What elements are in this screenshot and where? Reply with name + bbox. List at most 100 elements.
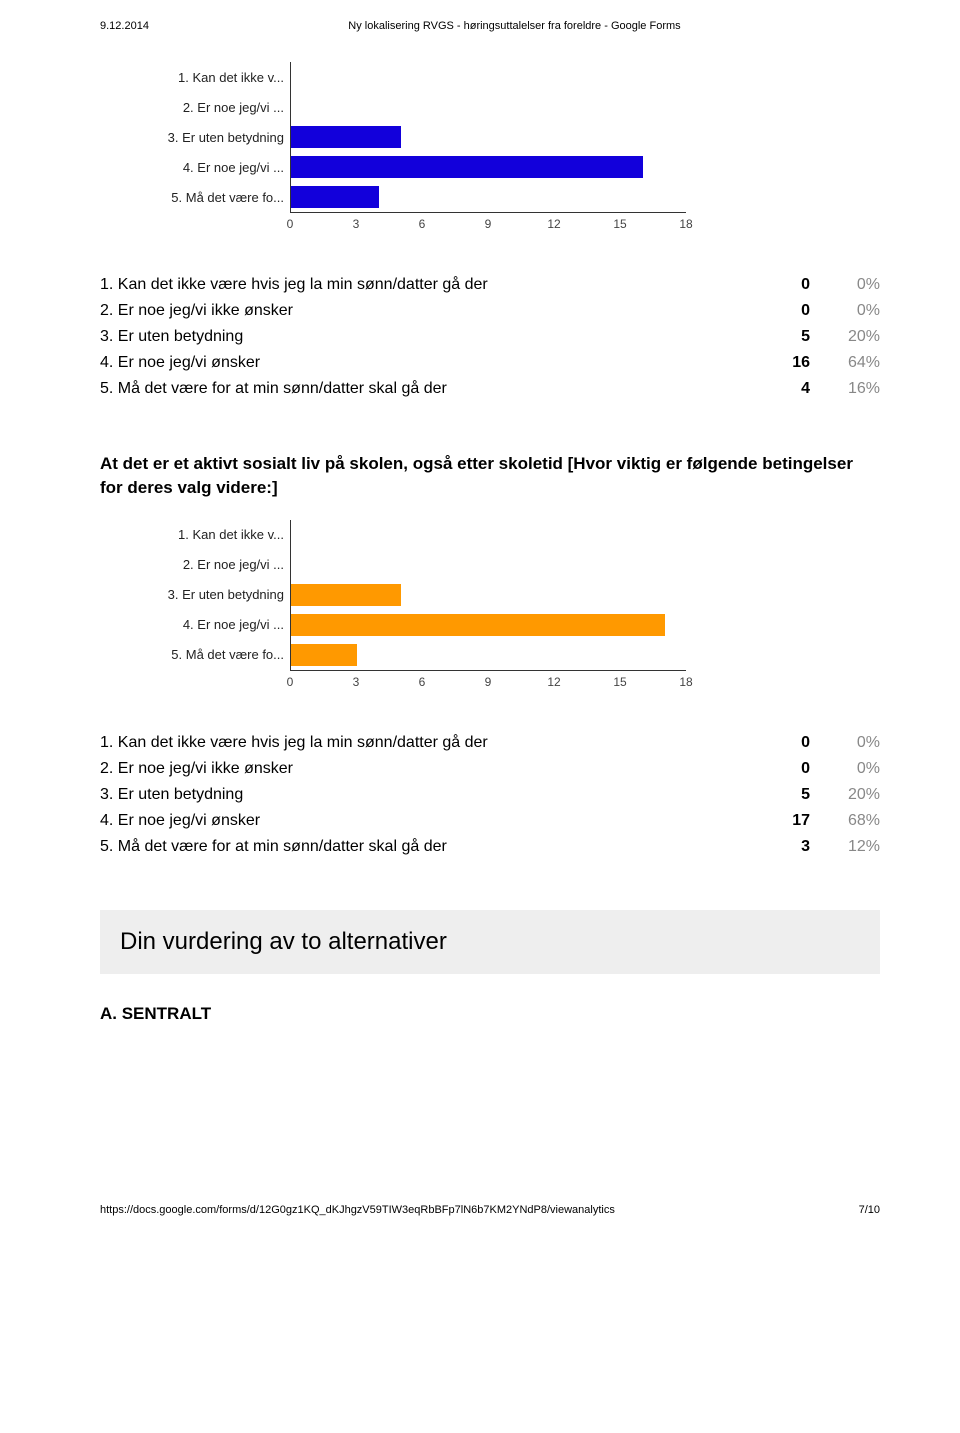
table-row-label: 5. Må det være for at min sønn/datter sk… — [100, 380, 760, 398]
table-row-label: 5. Må det være for at min sønn/datter sk… — [100, 838, 760, 856]
chart-x-axis: 0369121518 — [290, 670, 686, 690]
chart-tick-label: 6 — [419, 675, 426, 689]
question-title-2: At det er et aktivt sosialt liv på skole… — [100, 452, 880, 500]
table-row-percent: 0% — [810, 734, 880, 752]
table-row-count: 0 — [760, 734, 810, 752]
table-row: 4. Er noe jeg/vi ønsker1768% — [100, 808, 880, 834]
chart-1: 1. Kan det ikke v... 2. Er noe jeg/vi ...… — [140, 62, 880, 232]
table-row-count: 0 — [760, 760, 810, 778]
chart-bar — [291, 614, 665, 636]
chart-row: 4. Er noe jeg/vi ... — [140, 152, 880, 182]
chart-category-label: 5. Må det være fo... — [140, 647, 290, 662]
chart-row: 1. Kan det ikke v... — [140, 520, 880, 550]
table-row-percent: 0% — [810, 302, 880, 320]
table-row-count: 0 — [760, 276, 810, 294]
table-row-percent: 0% — [810, 760, 880, 778]
chart-row: 3. Er uten betydning — [140, 580, 880, 610]
chart-bar-area — [290, 520, 686, 550]
chart-bar — [291, 126, 401, 148]
chart-bar-area — [290, 152, 686, 182]
table-row-label: 3. Er uten betydning — [100, 328, 760, 346]
chart-bar-area — [290, 610, 686, 640]
table-row-percent: 20% — [810, 786, 880, 804]
footer-page: 7/10 — [859, 1204, 880, 1216]
chart-category-label: 5. Må det være fo... — [140, 190, 290, 205]
table-row-percent: 64% — [810, 354, 880, 372]
chart-category-label: 2. Er noe jeg/vi ... — [140, 557, 290, 572]
header-date: 9.12.2014 — [100, 20, 149, 32]
chart-bar-area — [290, 92, 686, 122]
data-table-1: 1. Kan det ikke være hvis jeg la min søn… — [100, 272, 880, 402]
table-row-count: 5 — [760, 786, 810, 804]
chart-row: 2. Er noe jeg/vi ... — [140, 550, 880, 580]
table-row: 2. Er noe jeg/vi ikke ønsker00% — [100, 298, 880, 324]
table-row: 1. Kan det ikke være hvis jeg la min søn… — [100, 730, 880, 756]
chart-bar-area — [290, 122, 686, 152]
sub-heading: A. SENTRALT — [100, 1004, 880, 1024]
table-row-label: 2. Er noe jeg/vi ikke ønsker — [100, 302, 760, 320]
header-title: Ny lokalisering RVGS - høringsuttalelser… — [149, 20, 880, 32]
chart-tick-label: 3 — [353, 217, 360, 231]
chart-row: 3. Er uten betydning — [140, 122, 880, 152]
data-table-2: 1. Kan det ikke være hvis jeg la min søn… — [100, 730, 880, 860]
chart-row: 5. Må det være fo... — [140, 640, 880, 670]
chart-category-label: 4. Er noe jeg/vi ... — [140, 617, 290, 632]
chart-bar — [291, 186, 379, 208]
chart-tick-label: 6 — [419, 217, 426, 231]
chart-bar — [291, 584, 401, 606]
chart-row: 4. Er noe jeg/vi ... — [140, 610, 880, 640]
chart-tick-label: 15 — [613, 217, 626, 231]
table-row-percent: 68% — [810, 812, 880, 830]
table-row: 1. Kan det ikke være hvis jeg la min søn… — [100, 272, 880, 298]
table-row-label: 1. Kan det ikke være hvis jeg la min søn… — [100, 276, 760, 294]
chart-2: 1. Kan det ikke v... 2. Er noe jeg/vi ...… — [140, 520, 880, 690]
table-row-percent: 16% — [810, 380, 880, 398]
table-row-label: 4. Er noe jeg/vi ønsker — [100, 812, 760, 830]
table-row-percent: 12% — [810, 838, 880, 856]
table-row-count: 16 — [760, 354, 810, 372]
chart-category-label: 2. Er noe jeg/vi ... — [140, 100, 290, 115]
chart-tick-label: 9 — [485, 217, 492, 231]
table-row-count: 17 — [760, 812, 810, 830]
chart-row: 2. Er noe jeg/vi ... — [140, 92, 880, 122]
chart-bar-area — [290, 550, 686, 580]
table-row-count: 0 — [760, 302, 810, 320]
table-row-percent: 20% — [810, 328, 880, 346]
table-row-label: 1. Kan det ikke være hvis jeg la min søn… — [100, 734, 760, 752]
chart-row: 1. Kan det ikke v... — [140, 62, 880, 92]
table-row-count: 4 — [760, 380, 810, 398]
chart-bar-area — [290, 640, 686, 670]
chart-tick-label: 12 — [547, 217, 560, 231]
table-row-label: 3. Er uten betydning — [100, 786, 760, 804]
chart-tick-label: 18 — [679, 675, 692, 689]
footer-url: https://docs.google.com/forms/d/12G0gz1K… — [100, 1204, 615, 1216]
table-row: 4. Er noe jeg/vi ønsker1664% — [100, 350, 880, 376]
chart-category-label: 1. Kan det ikke v... — [140, 527, 290, 542]
table-row: 3. Er uten betydning520% — [100, 324, 880, 350]
page-container: 9.12.2014 Ny lokalisering RVGS - hørings… — [0, 0, 960, 1256]
table-row-percent: 0% — [810, 276, 880, 294]
chart-x-axis: 0369121518 — [290, 212, 686, 232]
chart-tick-label: 18 — [679, 217, 692, 231]
chart-bar-area — [290, 182, 686, 212]
chart-tick-label: 0 — [287, 675, 294, 689]
table-row-label: 2. Er noe jeg/vi ikke ønsker — [100, 760, 760, 778]
table-row: 5. Må det være for at min sønn/datter sk… — [100, 834, 880, 860]
chart-bar — [291, 644, 357, 666]
page-header: 9.12.2014 Ny lokalisering RVGS - hørings… — [100, 20, 880, 32]
chart-category-label: 1. Kan det ikke v... — [140, 70, 290, 85]
chart-tick-label: 15 — [613, 675, 626, 689]
chart-bar — [291, 156, 643, 178]
chart-tick-label: 9 — [485, 675, 492, 689]
page-footer: https://docs.google.com/forms/d/12G0gz1K… — [100, 1204, 880, 1236]
section-heading: Din vurdering av to alternativer — [100, 910, 880, 974]
table-row: 2. Er noe jeg/vi ikke ønsker00% — [100, 756, 880, 782]
table-row-label: 4. Er noe jeg/vi ønsker — [100, 354, 760, 372]
table-row: 5. Må det være for at min sønn/datter sk… — [100, 376, 880, 402]
chart-category-label: 3. Er uten betydning — [140, 130, 290, 145]
table-row: 3. Er uten betydning520% — [100, 782, 880, 808]
chart-row: 5. Må det være fo... — [140, 182, 880, 212]
table-row-count: 3 — [760, 838, 810, 856]
chart-tick-label: 3 — [353, 675, 360, 689]
chart-tick-label: 0 — [287, 217, 294, 231]
